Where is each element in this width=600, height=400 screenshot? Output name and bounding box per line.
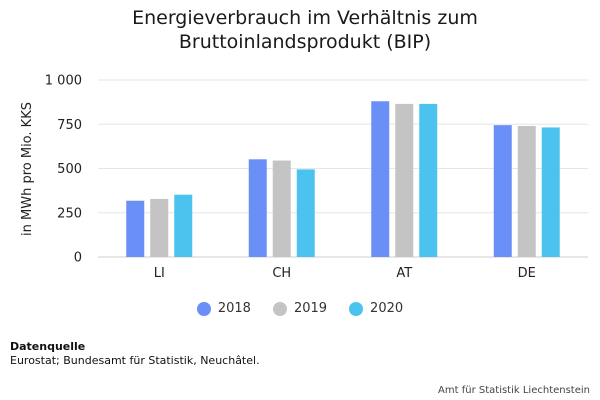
legend: 2018 2019 2020 [0, 301, 600, 316]
bar-at-2019[interactable] [395, 103, 414, 258]
legend-item-2018[interactable]: 2018 [196, 301, 251, 316]
bar-ch-2018[interactable] [248, 159, 267, 257]
bar-de-2018[interactable] [493, 125, 512, 257]
bar-de-2020[interactable] [541, 127, 560, 257]
bar-li-2020[interactable] [174, 194, 193, 257]
publisher-credit: Amt für Statistik Liechtenstein [438, 385, 590, 396]
y-tick-label: 0 [74, 251, 82, 266]
legend-label-2020: 2020 [370, 301, 404, 316]
y-tick-label: 250 [57, 206, 82, 221]
y-tick-label: 500 [57, 162, 82, 177]
x-axis-ticks: LI CH AT DE [154, 266, 536, 281]
bar-ch-2020[interactable] [296, 169, 315, 257]
x-tick-label: LI [154, 266, 165, 281]
legend-item-2020[interactable]: 2020 [349, 301, 403, 316]
legend-swatch-2018 [196, 301, 211, 316]
bar-ch-2019[interactable] [272, 160, 291, 257]
y-tick-label: 750 [57, 118, 82, 133]
y-tick-label: 1 000 [45, 74, 82, 89]
bars [126, 101, 560, 258]
x-tick-label: DE [518, 266, 536, 281]
data-source: Datenquelle Eurostat; Bundesamt für Stat… [10, 340, 260, 368]
data-source-heading: Datenquelle [10, 340, 86, 353]
x-tick-label: AT [396, 266, 412, 281]
legend-swatch-2019 [272, 301, 287, 316]
bar-li-2018[interactable] [126, 200, 145, 257]
chart-title-line-2: Bruttoinlandsprodukt (BIP) [178, 31, 432, 53]
y-axis-ticks: 0 250 500 750 1 000 [45, 74, 82, 266]
legend-label-2018: 2018 [217, 301, 251, 316]
bar-at-2018[interactable] [371, 101, 390, 258]
chart-title-line-1: Energieverbrauch im Verhältnis zum [132, 7, 478, 29]
x-tick-label: CH [272, 266, 291, 281]
bar-de-2019[interactable] [517, 126, 536, 258]
data-source-text: Eurostat; Bundesamt für Statistik, Neuch… [10, 354, 260, 367]
bar-at-2020[interactable] [419, 103, 438, 258]
gridlines [98, 79, 588, 258]
legend-label-2019: 2019 [293, 301, 328, 316]
y-axis-label: in MWh pro Mio. KKS [20, 102, 35, 236]
chart-title: Energieverbrauch im Verhältnis zum Brutt… [0, 6, 600, 54]
bar-li-2019[interactable] [150, 198, 169, 257]
legend-swatch-2020 [349, 301, 364, 316]
legend-item-2019[interactable]: 2019 [272, 301, 328, 316]
